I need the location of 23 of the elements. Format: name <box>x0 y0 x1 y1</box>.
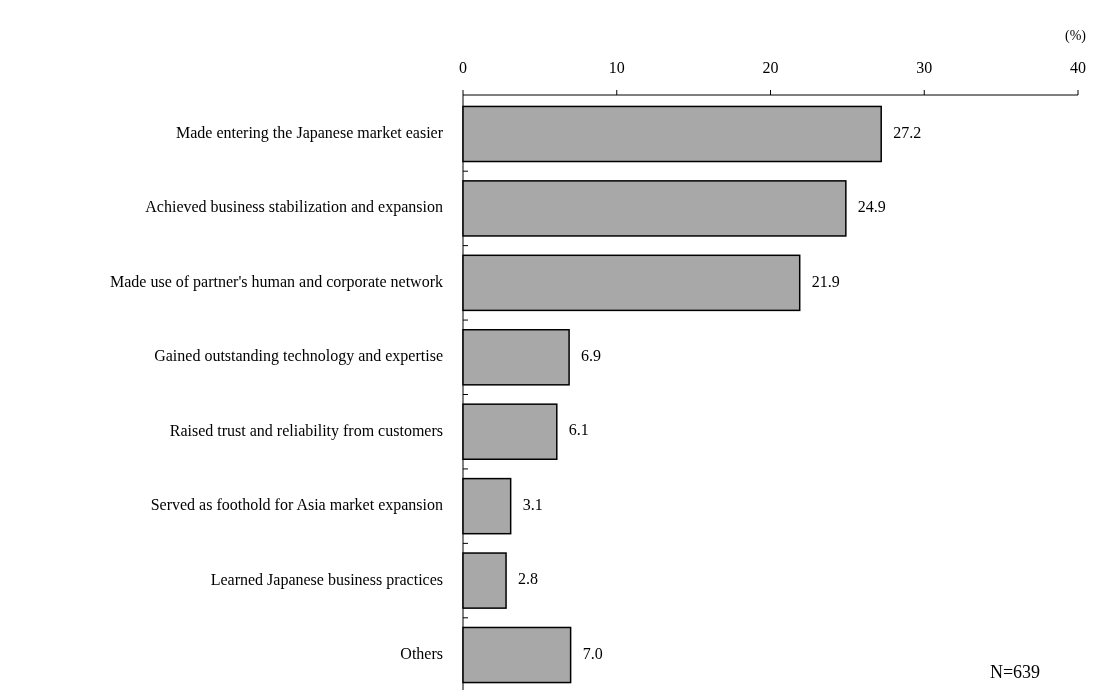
y-tick-label: Achieved business stabilization and expansion <box>145 198 443 217</box>
y-tick-label: Served as foothold for Asia market expansion <box>150 495 443 514</box>
data-label: 27.2 <box>893 123 922 141</box>
y-tick-label: Gained outstanding technology and expertise <box>154 346 443 365</box>
y-tick-label: Learned Japanese business practices <box>210 570 443 589</box>
y-tick-label: Raised trust and reliability from customers <box>169 421 443 440</box>
annotation: N=639 <box>989 662 1041 682</box>
x-tick-label: 20 <box>762 59 779 76</box>
data-label: 3.1 <box>522 495 543 513</box>
data-label: 21.9 <box>811 272 840 290</box>
x-tick-label: 0 <box>459 59 467 76</box>
x-axis-title: (%) <box>1065 28 1087 44</box>
y-tick-label: Made entering the Japanese market easier <box>176 123 444 142</box>
data-label: 6.1 <box>568 421 589 439</box>
y-tick-label: Made use of partner's human and corporate network <box>110 272 443 291</box>
data-label: 2.8 <box>518 570 539 588</box>
x-tick-label: 40 <box>1070 59 1086 76</box>
data-label: 7.0 <box>582 644 603 662</box>
data-label: 6.9 <box>581 346 602 364</box>
y-tick-label: Others <box>400 644 443 662</box>
x-tick-label: 10 <box>608 59 625 76</box>
data-label: 24.9 <box>857 198 886 216</box>
x-tick-label: 30 <box>916 59 933 76</box>
